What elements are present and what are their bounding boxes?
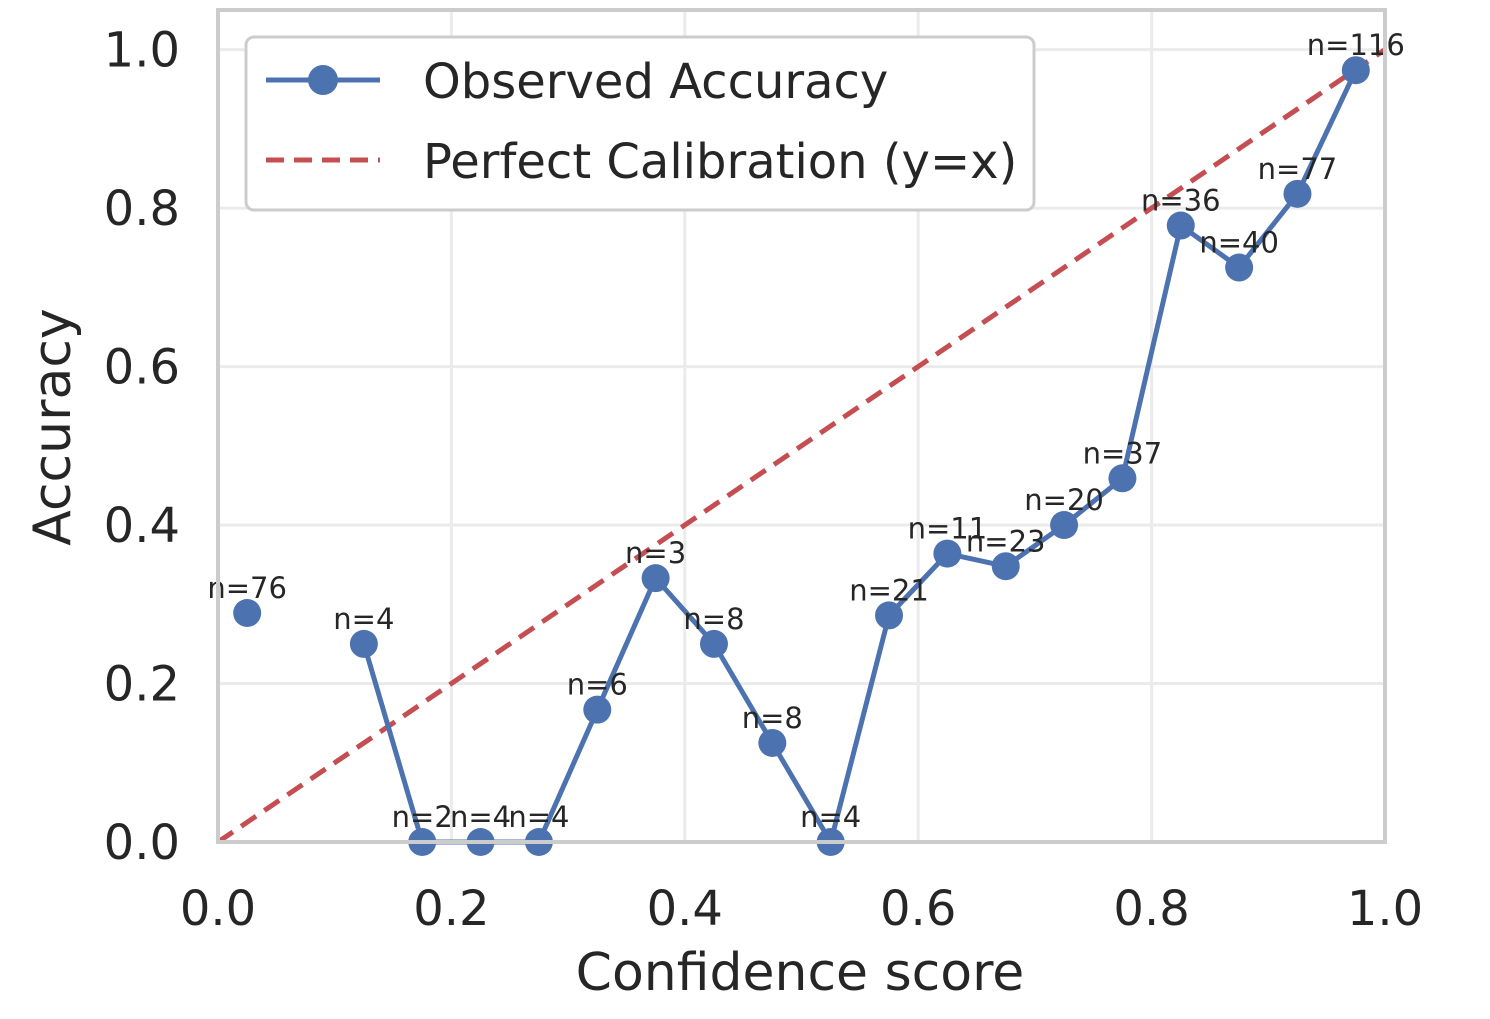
y-tick-label: 1.0 xyxy=(104,23,180,79)
legend-box xyxy=(244,35,1036,212)
plot-frame xyxy=(216,8,1387,844)
observed-point xyxy=(1283,179,1312,208)
observed-point xyxy=(1108,464,1137,493)
count-label: n=36 xyxy=(1141,184,1221,218)
x-tick-label: 1.0 xyxy=(1347,881,1423,937)
count-label: n=116 xyxy=(1307,28,1405,62)
count-label: n=4 xyxy=(450,800,511,834)
count-label: n=23 xyxy=(966,524,1046,558)
observed-point xyxy=(641,564,670,593)
count-label: n=4 xyxy=(333,602,394,636)
observed-point xyxy=(349,629,378,658)
count-label: n=21 xyxy=(849,573,929,607)
x-tick-label: 0.0 xyxy=(180,881,256,937)
x-tick-label: 0.6 xyxy=(880,881,956,937)
count-label: n=37 xyxy=(1083,436,1163,470)
observed-point xyxy=(583,695,612,724)
observed-point xyxy=(875,601,904,630)
y-tick-label: 0.8 xyxy=(104,181,180,237)
legend-observed-label: Observed Accuracy xyxy=(423,54,888,110)
count-label: n=8 xyxy=(683,602,744,636)
count-label: n=11 xyxy=(908,512,988,546)
observed-point xyxy=(1050,511,1079,540)
x-tick-labels: 0.0 0.2 0.4 0.6 0.8 1.0 xyxy=(180,881,1423,937)
observed-point xyxy=(991,552,1020,581)
observed-point xyxy=(758,728,787,757)
y-tick-label: 0.6 xyxy=(104,340,180,396)
count-label: n=77 xyxy=(1258,152,1338,186)
count-label: n=3 xyxy=(625,536,686,570)
count-label: n=6 xyxy=(567,668,628,702)
observed-point xyxy=(699,629,728,658)
x-tick-label: 0.4 xyxy=(647,881,723,937)
perfect-calibration-line xyxy=(216,47,1387,845)
y-tick-label: 0.4 xyxy=(104,498,180,554)
x-axis-title: Confidence score xyxy=(576,943,1025,1003)
legend-observed-marker xyxy=(308,65,338,95)
observed-point xyxy=(1225,253,1254,282)
y-tick-label: 0.2 xyxy=(104,657,180,713)
observed-point xyxy=(1341,56,1370,85)
legend-perfect-label: Perfect Calibration (y=x) xyxy=(423,134,1017,190)
count-label: n=40 xyxy=(1199,226,1279,260)
count-label: n=4 xyxy=(800,800,861,834)
y-tick-labels: 0.0 0.2 0.4 0.6 0.8 1.0 xyxy=(104,23,180,871)
count-labels: n=76n=4n=2n=4n=4n=6n=3n=8n=8n=4n=21n=11n… xyxy=(207,28,1404,834)
observed-point xyxy=(1166,211,1195,240)
x-tick-label: 0.8 xyxy=(1113,881,1189,937)
observed-point xyxy=(233,599,262,628)
count-label: n=8 xyxy=(742,701,803,735)
y-tick-label: 0.0 xyxy=(104,815,180,871)
y-axis-title: Accuracy xyxy=(23,308,83,545)
observed-point xyxy=(933,539,962,568)
count-label: n=20 xyxy=(1024,483,1104,517)
count-label: n=76 xyxy=(207,571,287,605)
count-label: n=4 xyxy=(508,800,569,834)
legend: Observed Accuracy Perfect Calibration (y… xyxy=(244,35,1036,212)
count-label: n=2 xyxy=(392,800,453,834)
x-tick-label: 0.2 xyxy=(413,881,489,937)
